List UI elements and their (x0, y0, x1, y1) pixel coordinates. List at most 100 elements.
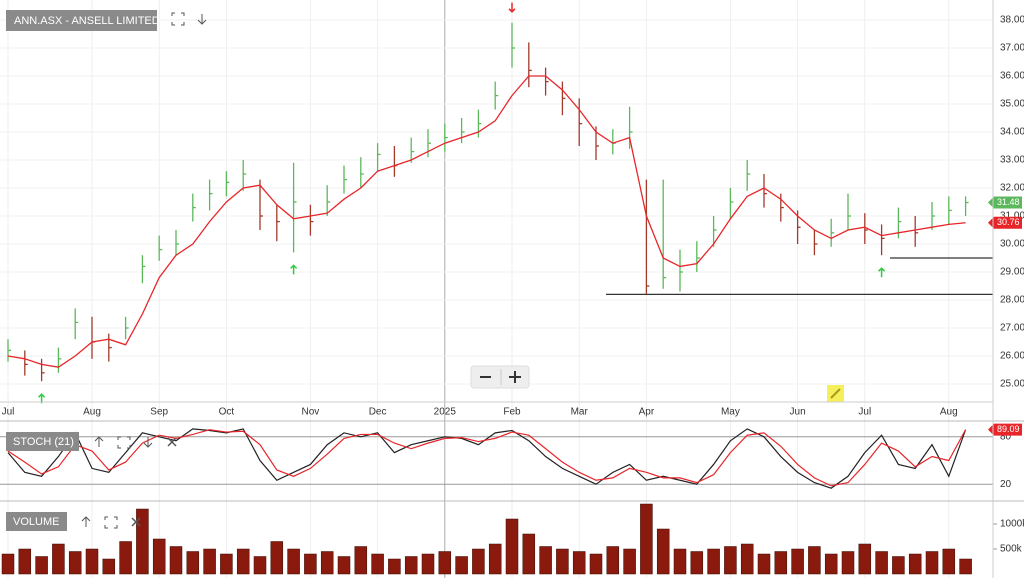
y-tick-label: 80 (1000, 431, 1012, 442)
title-box (6, 10, 157, 31)
stoch-tag-label: 89.09 (997, 424, 1020, 434)
x-tick-label: Jul (2, 407, 15, 418)
y-tick-label: 30.00 (1000, 239, 1024, 250)
y-tick-label: 25.00 (1000, 379, 1024, 390)
volume-bar (875, 551, 888, 575)
volume-bar (1, 553, 15, 575)
y-tick-label: 29.00 (1000, 267, 1024, 278)
buy-arrow (878, 267, 886, 278)
fullscreen-icon[interactable] (171, 12, 185, 26)
volume-bar (152, 538, 166, 575)
x-tick-label: Jul (858, 407, 871, 418)
y-tick-label: 26.00 (1000, 351, 1024, 362)
volume-bar (606, 546, 620, 575)
volume-bar (656, 528, 670, 575)
volume-bar (640, 503, 653, 575)
y-tick-label: 27.00 (1000, 323, 1024, 334)
volume-bar (539, 546, 552, 575)
volume-bar (371, 553, 384, 575)
x-tick-label: 2025 (434, 407, 457, 418)
volume-bar (892, 556, 905, 575)
y-tick-label: 500k (1000, 544, 1023, 555)
volume-bar (287, 548, 300, 575)
stoch-title: STOCH (21) (13, 436, 74, 448)
volume-bar (858, 543, 872, 575)
volume-bar (841, 551, 855, 575)
volume-bar (757, 553, 771, 575)
x-tick-label: Nov (302, 407, 320, 418)
close-icon[interactable] (131, 517, 141, 527)
stoch-title-box (6, 432, 79, 451)
volume-bar (572, 551, 586, 575)
x-tick-label: Sep (150, 407, 168, 418)
y-tick-label: 37.00 (1000, 43, 1024, 54)
x-tick-label: Mar (571, 407, 589, 418)
y-tick-label: 34.00 (1000, 127, 1024, 138)
stoch-d (7, 429, 967, 487)
volume-bar (690, 551, 704, 575)
stoch-tag (988, 423, 1022, 436)
volume-bar (85, 548, 99, 575)
volume-bar (220, 553, 233, 575)
x-tick-label: May (721, 407, 740, 418)
volume-bar (959, 558, 972, 575)
volume-bar (505, 518, 519, 575)
chart-title: ANN.ASX - ANSELL LIMITED (14, 15, 160, 27)
volume-bar (724, 546, 737, 575)
x-tick-label: Aug (83, 407, 101, 418)
volume-bar (707, 548, 720, 575)
x-tick-label: Feb (503, 407, 521, 418)
volume-bar (102, 558, 116, 575)
y-tick-label: 33.00 (1000, 155, 1024, 166)
price-tag (988, 196, 1022, 209)
volume-bar (455, 556, 468, 575)
y-tick-label: 32.00 (1000, 183, 1024, 194)
close-icon[interactable] (167, 437, 177, 447)
up-icon[interactable] (81, 516, 91, 527)
down-icon[interactable] (143, 437, 153, 448)
x-tick-label: Apr (639, 407, 655, 418)
volume-bar (354, 546, 368, 575)
down-icon[interactable] (197, 14, 207, 25)
fullscreen-icon[interactable] (117, 436, 131, 449)
y-tick-label: 31.00 (1000, 211, 1024, 222)
volume-bar (740, 543, 754, 575)
volume-bar (337, 556, 351, 575)
volume-bar (824, 553, 838, 575)
x-tick-label: Oct (219, 407, 235, 418)
volume-bar (556, 548, 569, 575)
volume-bar (203, 548, 216, 575)
y-tick-label: 38.00 (1000, 15, 1024, 26)
volume-bar (388, 558, 401, 575)
volume-title-box (6, 512, 67, 531)
volume-bar (169, 546, 183, 575)
volume-bar (488, 543, 502, 575)
y-tick-label: 36.00 (1000, 71, 1024, 82)
volume-bar (942, 548, 956, 575)
fullscreen-icon[interactable] (104, 516, 118, 529)
up-icon[interactable] (94, 436, 104, 447)
volume-bar (119, 541, 132, 575)
pencil-stroke (830, 388, 841, 399)
volume-bar (404, 556, 418, 575)
zoom-in[interactable] (509, 371, 521, 383)
volume-bar (236, 548, 250, 575)
y-tick-label: 20 (1000, 479, 1012, 490)
volume-bar (35, 556, 48, 575)
stoch-k (7, 428, 967, 489)
sell-arrow (508, 2, 516, 13)
volume-bar (52, 543, 65, 575)
volume-bar (808, 546, 821, 575)
volume-bar (791, 548, 804, 575)
volume-bar (774, 551, 788, 575)
volume-bar (18, 548, 32, 575)
price-tag-label: 31.48 (997, 197, 1020, 207)
buy-arrow (290, 264, 298, 275)
price-tag-label: 30.76 (997, 217, 1020, 227)
y-tick-label: 28.00 (1000, 295, 1024, 306)
volume-bar (522, 533, 536, 575)
